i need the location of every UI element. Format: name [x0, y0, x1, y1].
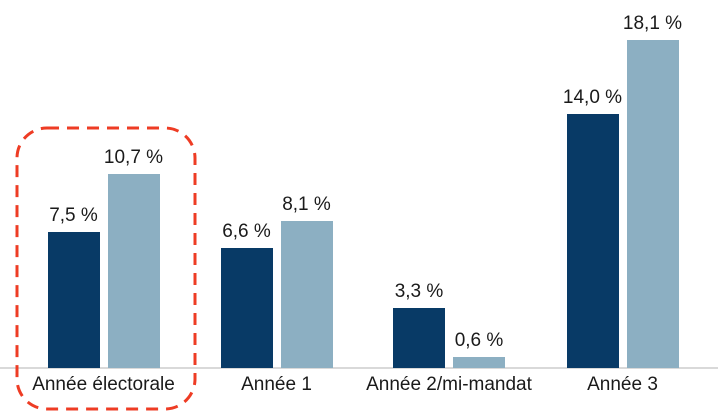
- bar-dark-navy-1: [220, 248, 273, 368]
- category-label-0: Année électorale: [32, 374, 175, 395]
- value-label-dark-navy-1: 6,6 %: [222, 221, 271, 242]
- x-axis-line: [0, 367, 718, 369]
- bar-light-blue-3: [626, 40, 679, 368]
- category-label-1: Année 1: [241, 374, 312, 395]
- bar-light-blue-2: [453, 357, 505, 368]
- bar-light-blue-0: [107, 174, 160, 368]
- bar-dark-navy-2: [393, 308, 445, 368]
- value-label-light-blue-2: 0,6 %: [454, 330, 504, 351]
- value-label-dark-navy-0: 7,5 %: [49, 205, 98, 226]
- value-label-light-blue-3: 18,1 %: [622, 13, 683, 34]
- category-label-2: Année 2/mi-mandat: [366, 374, 532, 395]
- value-label-dark-navy-3: 14,0 %: [562, 87, 623, 108]
- value-label-dark-navy-2: 3,3 %: [394, 281, 444, 302]
- bar-dark-navy-3: [566, 114, 619, 368]
- bar-dark-navy-0: [47, 232, 100, 368]
- category-label-3: Année 3: [587, 374, 658, 395]
- value-label-light-blue-1: 8,1 %: [282, 194, 331, 215]
- value-label-light-blue-0: 10,7 %: [103, 147, 164, 168]
- bar-light-blue-1: [280, 221, 333, 368]
